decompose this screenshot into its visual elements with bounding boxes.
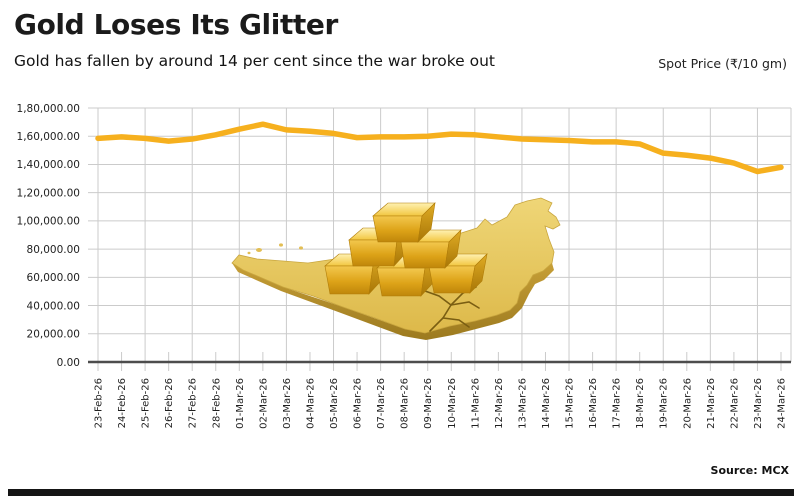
svg-text:20,000.00: 20,000.00 (27, 329, 80, 341)
svg-text:13-Mar-26: 13-Mar-26 (517, 378, 528, 429)
svg-text:01-Mar-26: 01-Mar-26 (235, 378, 246, 429)
svg-text:1,60,000.00: 1,60,000.00 (17, 131, 80, 143)
page-subtitle: Gold has fallen by around 14 per cent si… (14, 52, 495, 70)
price-line (95, 121, 784, 175)
svg-text:07-Mar-26: 07-Mar-26 (376, 378, 387, 429)
svg-text:05-Mar-26: 05-Mar-26 (329, 378, 340, 429)
svg-text:1,40,000.00: 1,40,000.00 (17, 159, 80, 171)
source-label: Source: MCX (710, 464, 789, 477)
svg-text:03-Mar-26: 03-Mar-26 (282, 378, 293, 429)
bottom-divider-bar (8, 489, 794, 496)
svg-text:16-Mar-26: 16-Mar-26 (588, 378, 599, 429)
svg-text:15-Mar-26: 15-Mar-26 (565, 378, 576, 429)
svg-text:14-Mar-26: 14-Mar-26 (541, 378, 552, 429)
unit-label: Spot Price (₹/10 gm) (658, 56, 787, 71)
svg-text:04-Mar-26: 04-Mar-26 (305, 378, 316, 429)
svg-text:25-Feb-26: 25-Feb-26 (141, 378, 152, 428)
map-islands (247, 243, 303, 255)
svg-text:11-Mar-26: 11-Mar-26 (470, 378, 481, 429)
spot-price-line-chart: 0.00 20,000.00 40,000.00 60,000.00 80,000.00… (17, 103, 792, 429)
svg-text:09-Mar-26: 09-Mar-26 (423, 378, 434, 429)
svg-text:80,000.00: 80,000.00 (27, 244, 80, 256)
svg-text:60,000.00: 60,000.00 (27, 272, 80, 284)
svg-text:10-Mar-26: 10-Mar-26 (447, 378, 458, 429)
svg-text:1,20,000.00: 1,20,000.00 (17, 187, 80, 199)
svg-text:23-Feb-26: 23-Feb-26 (94, 378, 105, 428)
svg-text:21-Mar-26: 21-Mar-26 (706, 378, 717, 429)
page-title: Gold Loses Its Glitter (14, 8, 338, 41)
svg-text:27-Feb-26: 27-Feb-26 (188, 378, 199, 428)
svg-text:26-Feb-26: 26-Feb-26 (164, 378, 175, 428)
svg-text:24-Mar-26: 24-Mar-26 (777, 378, 788, 429)
svg-text:1,00,000.00: 1,00,000.00 (17, 216, 80, 228)
gold-bars-icon (324, 202, 488, 297)
svg-text:24-Feb-26: 24-Feb-26 (117, 378, 128, 428)
svg-text:20-Mar-26: 20-Mar-26 (682, 378, 693, 429)
svg-text:17-Mar-26: 17-Mar-26 (612, 378, 623, 429)
svg-text:1,80,000.00: 1,80,000.00 (17, 103, 80, 115)
svg-text:22-Mar-26: 22-Mar-26 (729, 378, 740, 429)
svg-text:12-Mar-26: 12-Mar-26 (494, 378, 505, 429)
svg-text:23-Mar-26: 23-Mar-26 (753, 378, 764, 429)
svg-text:08-Mar-26: 08-Mar-26 (400, 378, 411, 429)
svg-text:02-Mar-26: 02-Mar-26 (258, 378, 269, 429)
gold-map-illustration (231, 197, 561, 340)
svg-text:28-Feb-26: 28-Feb-26 (211, 378, 222, 428)
svg-text:19-Mar-26: 19-Mar-26 (659, 378, 670, 429)
svg-text:40,000.00: 40,000.00 (27, 300, 80, 312)
svg-text:06-Mar-26: 06-Mar-26 (353, 378, 364, 429)
svg-text:0.00: 0.00 (57, 357, 80, 369)
svg-text:18-Mar-26: 18-Mar-26 (635, 378, 646, 429)
